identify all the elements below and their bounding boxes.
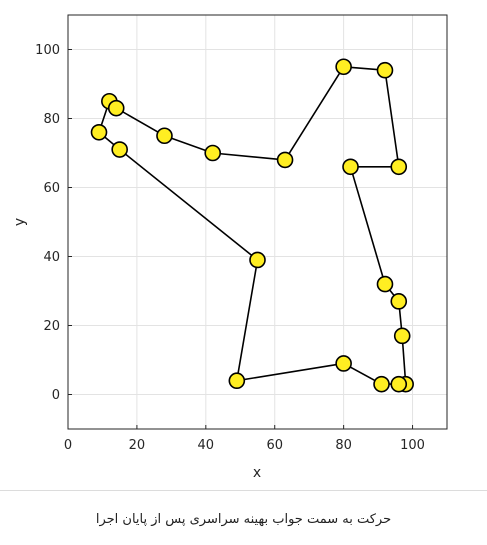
y-tick-label: 40 — [43, 250, 60, 265]
caption-divider — [0, 490, 487, 491]
x-axis-label: x — [253, 465, 261, 481]
city-point — [376, 61, 394, 79]
x-tick-label: 20 — [129, 438, 146, 453]
city-point — [335, 355, 352, 372]
city-point — [390, 375, 408, 393]
x-tick-label: 40 — [198, 438, 215, 453]
y-axis-label: y — [12, 218, 28, 226]
city-point — [335, 58, 352, 76]
city-point — [373, 375, 390, 393]
y-tick-label: 80 — [43, 112, 60, 127]
y-tick-label: 20 — [43, 319, 60, 334]
ticks: 0 20 40 60 80 100 0 20 40 60 80 100 — [35, 43, 425, 453]
y-tick-label: 0 — [52, 388, 60, 403]
city-point — [228, 372, 246, 390]
city-point — [342, 158, 359, 176]
y-tick-label: 100 — [35, 43, 60, 58]
x-tick-label: 60 — [266, 438, 283, 453]
city-point — [107, 99, 125, 117]
x-tick-label: 80 — [335, 438, 352, 453]
x-tick-label: 100 — [400, 438, 425, 453]
city-point — [276, 151, 294, 169]
plot-frame — [67, 14, 448, 430]
city-point — [390, 293, 408, 310]
city-point — [249, 251, 266, 269]
city-point — [376, 275, 394, 293]
figure-caption: حرکت به سمت جواب بهینه سراسری پس از پایا… — [95, 512, 392, 527]
grid — [67, 15, 447, 429]
route-line — [98, 66, 407, 385]
x-tick-label: 0 — [64, 438, 72, 453]
cities — [90, 58, 414, 393]
y-tick-label: 60 — [43, 181, 60, 196]
city-point — [156, 127, 173, 145]
city-point — [393, 327, 411, 345]
city-point — [390, 158, 408, 176]
city-point — [111, 141, 128, 158]
city-point — [204, 144, 222, 162]
city-point — [90, 124, 108, 141]
